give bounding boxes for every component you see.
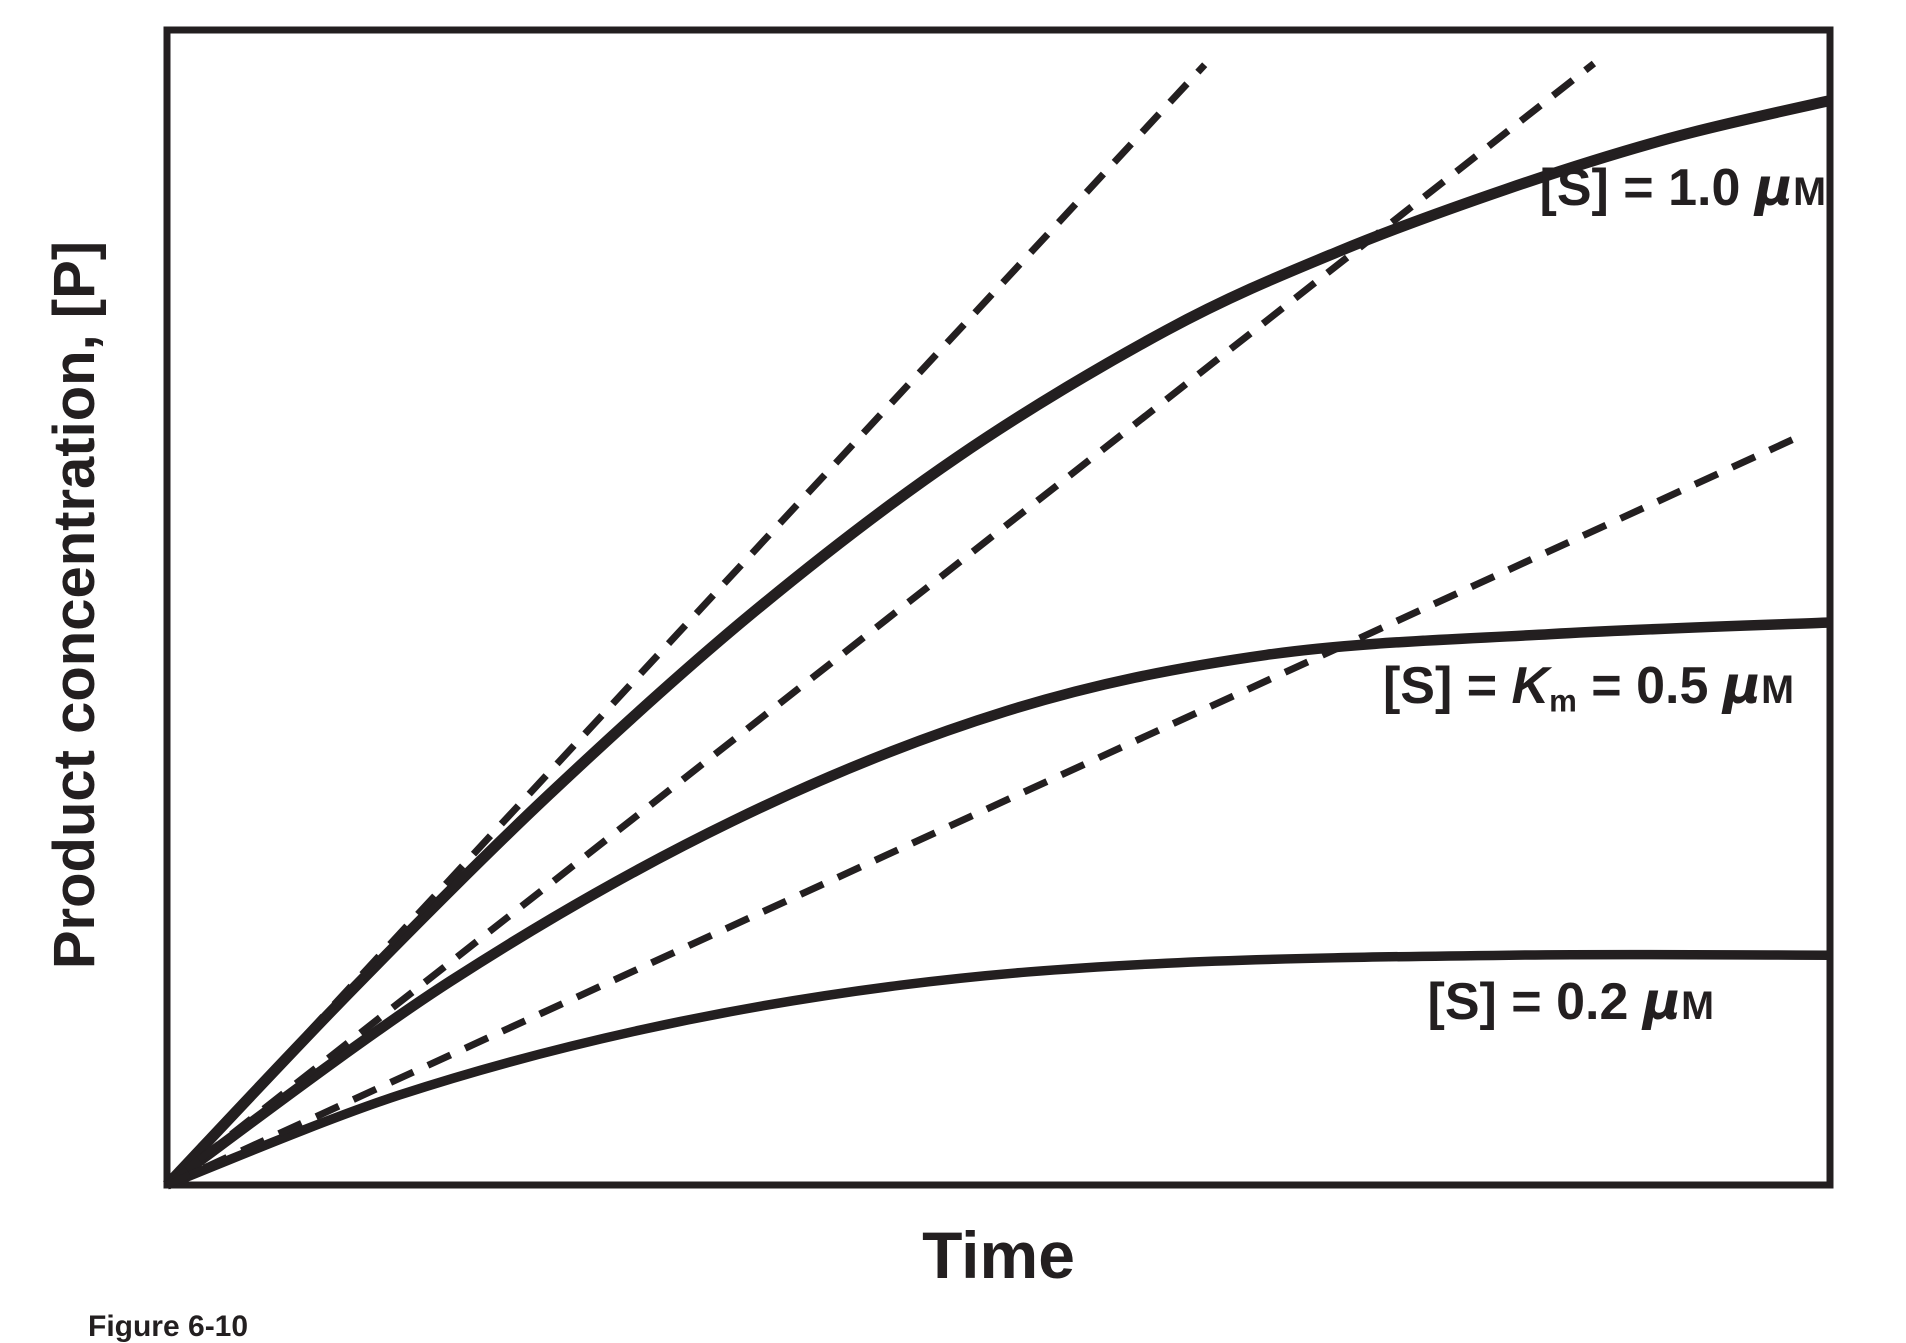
- mu-symbol: μ: [1722, 656, 1762, 716]
- curve-label-s-0_5-mid: = 0.5: [1576, 657, 1723, 715]
- y-axis-label: Product concentration, [P]: [42, 240, 107, 970]
- molar-unit: M: [1681, 984, 1714, 1028]
- tangent-s-0_5-uM: [164, 60, 1597, 1188]
- figure-caption: Figure 6-10: [88, 1310, 249, 1343]
- curve-label-s-0_5-uM: [S] = Km = 0.5 μM: [1383, 660, 1794, 717]
- curve-label-s-0_2-text: [S] = 0.2: [1427, 973, 1643, 1031]
- molar-unit: M: [1761, 668, 1794, 712]
- curve-s-0_2-uM: [165, 949, 1831, 1190]
- curve-s-1_0-uM: [163, 95, 1832, 1189]
- molar-unit: M: [1793, 170, 1826, 214]
- plot-series: [163, 60, 1832, 1190]
- x-axis-label: Time: [922, 1218, 1075, 1292]
- km-subscript: m: [1549, 683, 1577, 719]
- mu-symbol: μ: [1642, 972, 1682, 1032]
- mu-symbol: μ: [1754, 158, 1794, 218]
- curve-label-s-1_0-text: [S] = 1.0: [1539, 159, 1755, 217]
- km-symbol: K: [1511, 657, 1550, 715]
- tangent-s-1_0-uM: [164, 62, 1208, 1188]
- curve-s-0_5-uM: [163, 617, 1831, 1190]
- curve-label-s-1_0-uM: [S] = 1.0 μM: [1540, 162, 1827, 214]
- tangent-s-0_2-uM: [165, 429, 1809, 1189]
- curve-label-s-0_2-uM: [S] = 0.2 μM: [1428, 976, 1715, 1028]
- plot-frame: [163, 26, 1834, 1189]
- curve-label-s-0_5-pre: [S] =: [1382, 657, 1512, 715]
